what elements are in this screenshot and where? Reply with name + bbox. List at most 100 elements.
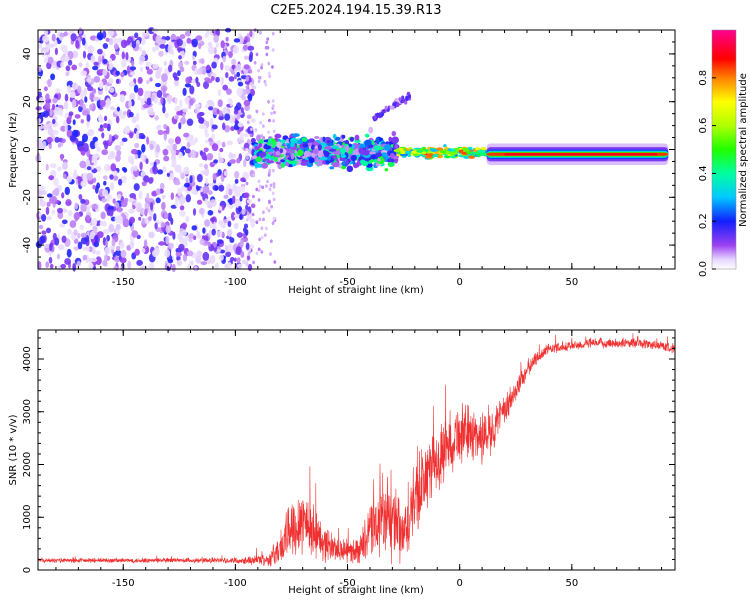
spectrogram-noise-cell — [49, 110, 53, 117]
spectrogram-noise-cell — [175, 251, 182, 257]
spectrogram-noise-cell — [269, 252, 272, 256]
spectrogram-noise-cell — [262, 124, 265, 128]
spectrogram-noise-cell — [206, 79, 213, 84]
spectrogram-noise-cell — [61, 208, 68, 213]
spectrogram-noise-cell — [272, 197, 276, 202]
spectrogram-noise-cell — [234, 74, 237, 80]
spectrogram-x-tick-label: 0 — [456, 277, 462, 288]
spectrogram-noise-cell — [177, 233, 184, 240]
spectrogram-noise-cell — [201, 151, 207, 161]
spectrogram-noise-cell — [227, 244, 235, 254]
spectrogram-transition-cell — [430, 148, 439, 152]
spectrogram-noise-cell — [93, 241, 100, 248]
spectrogram-noise-cell — [163, 155, 170, 162]
spectrogram-noise-cell — [64, 186, 71, 196]
spectrogram-noise-cell — [61, 235, 67, 243]
spectrogram-turbulence-cell — [301, 137, 308, 142]
spectrogram-noise-cell — [192, 208, 197, 216]
spectrogram-noise-cell — [100, 211, 106, 220]
spectrogram-noise-cell — [123, 111, 127, 115]
spectrogram-noise-cell — [265, 52, 269, 57]
spectrogram-noise-cell — [199, 124, 206, 129]
snr-y-tick-label: 4000 — [22, 346, 33, 371]
spectrogram-noise-cell — [195, 35, 203, 41]
spectrogram-transition-cell — [463, 155, 470, 159]
spectrogram-noise-cell — [157, 129, 164, 136]
spectrogram-transition-cell — [436, 147, 444, 151]
spectrogram-noise-cell — [77, 241, 83, 250]
spectrogram-noise-cell — [131, 115, 137, 124]
spectrogram-noise-cell — [211, 228, 216, 236]
spectrogram-turbulence-cell — [375, 137, 380, 143]
spectrogram-noise-cell — [66, 248, 72, 258]
spectrogram-turbulence-cell — [290, 142, 295, 148]
spectrogram-noise-cell — [202, 185, 210, 194]
spectrogram-noise-cell — [91, 217, 98, 226]
spectrogram-noise-cell — [67, 228, 72, 235]
spectrogram-noise-cell — [174, 115, 179, 120]
spectrogram-noise-cell — [82, 133, 88, 143]
spectrogram-noise-cell — [40, 47, 47, 55]
spectrogram-noise-cell — [94, 234, 99, 244]
spectrogram-noise-cell — [154, 222, 158, 230]
spectrogram-noise-cell — [78, 27, 83, 35]
spectrogram-noise-cell — [195, 106, 200, 115]
snr-x-tick-label: 50 — [565, 578, 578, 589]
spectrogram-noise-cell — [250, 220, 255, 228]
spectrogram-noise-cell — [146, 192, 150, 202]
spectrogram-turbulence-cell — [341, 134, 346, 139]
spectrogram-noise-cell — [86, 172, 94, 181]
spectrogram-noise-cell — [210, 76, 215, 81]
colorbar-tick-label: 0.6 — [698, 118, 709, 134]
spectrogram-noise-cell — [67, 85, 71, 93]
spectrogram-noise-cell — [98, 80, 104, 90]
spectrogram-turbulence-cell — [322, 160, 326, 165]
spectrogram-noise-cell — [118, 215, 123, 225]
spectrogram-noise-cell — [237, 122, 244, 128]
spectrogram-noise-cell — [152, 46, 156, 53]
spectrogram-panel: -150 -100 -50 0 50 -40 -20 0 20 40 Height of str… — [8, 27, 676, 296]
spectrogram-noise-cell — [184, 60, 190, 65]
spectrogram-sideband-cell — [404, 100, 408, 105]
spectrogram-noise-cell — [229, 257, 235, 262]
spectrogram-turbulence-cell — [307, 142, 313, 147]
spectrogram-noise-cell — [161, 194, 166, 199]
spectrogram-noise-cell — [206, 28, 210, 36]
spectrogram-noise-cell — [45, 261, 50, 269]
spectrogram-turbulence-cell — [266, 160, 275, 164]
spectrogram-noise-cell — [123, 126, 130, 134]
spectrogram-turbulence-cell — [296, 139, 303, 144]
spectrogram-noise-cell — [260, 235, 264, 240]
spectrogram-noise-cell — [262, 210, 265, 214]
spectrogram-noise-cell — [119, 94, 126, 103]
spectrogram-noise-cell — [227, 97, 232, 104]
spectrogram-noise-cell — [136, 259, 143, 266]
spectrogram-noise-cell — [203, 147, 209, 153]
spectrogram-noise-cell — [194, 103, 201, 108]
spectrogram-noise-cell — [209, 255, 216, 264]
spectrogram-turbulence-cell — [381, 152, 388, 156]
spectrogram-noise-cell — [160, 222, 166, 228]
spectrogram-noise-cell — [115, 115, 120, 124]
spectrogram-turbulence-cell — [329, 166, 335, 170]
spectrogram-noise-cell — [267, 173, 271, 177]
spectrogram-turbulence-cell — [324, 146, 332, 150]
spectrogram-noise-cell — [228, 188, 233, 196]
spectrogram-noise-cell — [50, 73, 56, 81]
spectrogram-noise-cell — [64, 258, 71, 265]
spectrogram-noise-cell — [245, 204, 249, 211]
spectrogram-noise-cell — [268, 74, 272, 79]
spectrogram-noise-cell — [182, 253, 187, 262]
spectrogram-noise-cell — [79, 98, 84, 108]
spectrogram-noise-cell — [173, 180, 181, 186]
spectrogram-noise-cell — [225, 251, 232, 257]
spectrogram-noise-cell — [179, 200, 183, 206]
spectrogram-noise-cell — [266, 179, 269, 184]
spectrogram-turbulence-cell — [324, 160, 331, 165]
spectrogram-noise-cell — [116, 106, 120, 112]
spectrogram-noise-cell — [90, 165, 95, 170]
spectrogram-noise-cell — [89, 140, 97, 150]
spectrogram-turbulence-cell — [261, 162, 268, 169]
spectrogram-noise-cell — [193, 235, 197, 241]
spectrogram-noise-cell — [96, 147, 101, 152]
